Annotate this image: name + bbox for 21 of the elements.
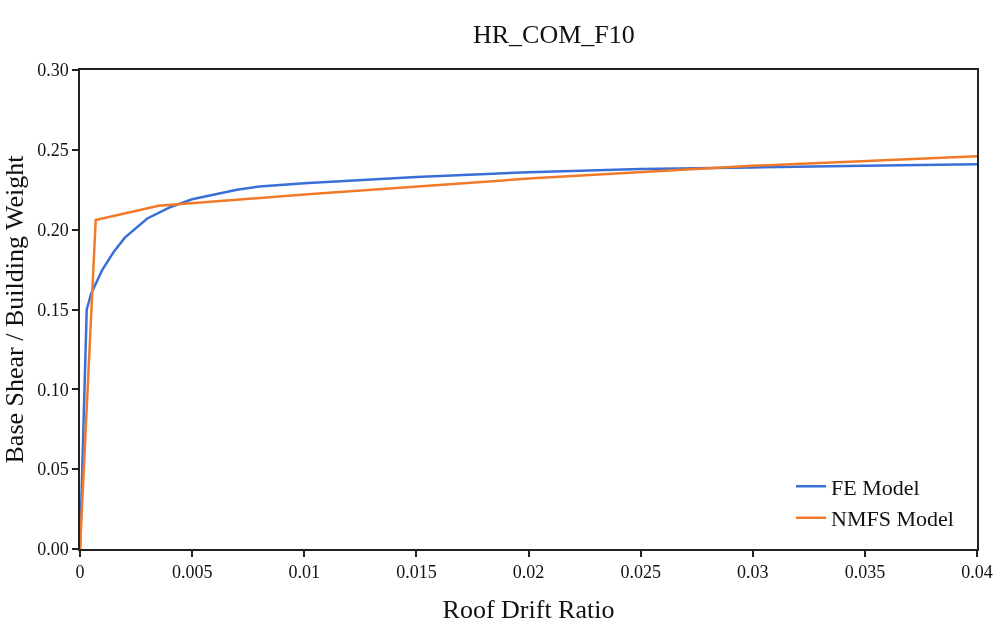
y-tick-label: 0.25 xyxy=(37,140,69,161)
y-tick-label: 0.15 xyxy=(37,299,69,320)
y-tick-label: 0.10 xyxy=(37,379,69,400)
x-tick-label: 0.01 xyxy=(288,562,320,583)
x-tick-label: 0.015 xyxy=(396,562,437,583)
x-tick-label: 0.03 xyxy=(737,562,769,583)
y-tick-label: 0.00 xyxy=(37,539,69,560)
x-axis-title: Roof Drift Ratio xyxy=(442,595,615,624)
x-tick-label: 0.02 xyxy=(512,562,545,583)
x-tick-label: 0.025 xyxy=(620,562,661,583)
y-tick-label: 0.30 xyxy=(37,60,69,81)
legend-label: FE Model xyxy=(831,474,920,500)
chart-title: HR_COM_F10 xyxy=(472,20,635,50)
y-tick-label: 0.05 xyxy=(37,459,69,480)
x-tick-label: 0 xyxy=(75,562,85,583)
x-tick-label: 0.04 xyxy=(961,562,993,583)
x-tick-label: 0.035 xyxy=(844,562,886,583)
y-tick-label: 0.20 xyxy=(37,219,69,240)
x-tick-label: 0.005 xyxy=(171,562,213,583)
legend-label: NMFS Model xyxy=(831,506,954,532)
y-axis-title: Base Shear / Building Weight xyxy=(0,154,29,464)
